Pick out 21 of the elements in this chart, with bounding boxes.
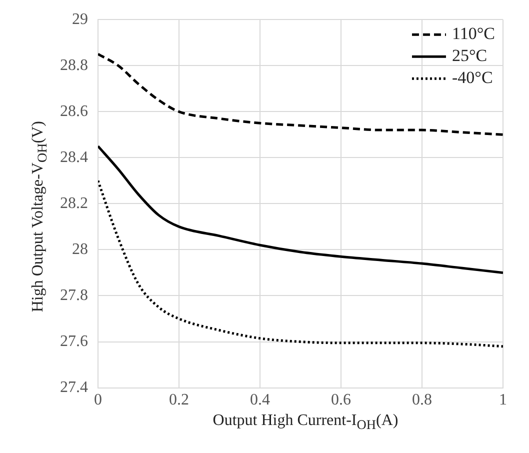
- y-tick-label: 29: [72, 10, 88, 28]
- x-tick-label: 0: [94, 392, 102, 409]
- y-tick-label: 27.6: [60, 332, 88, 350]
- legend-label: 25°C: [452, 46, 488, 66]
- x-axis-title: Output High Current-I$_{OH}$(A): [212, 412, 400, 434]
- y-tick-label: 28.4: [60, 148, 88, 166]
- y-tick-label: 28.8: [60, 56, 88, 74]
- x-tick-label: 0.8: [412, 392, 432, 409]
- line-series: [98, 144, 503, 274]
- y-tick-label: 27.8: [60, 286, 88, 304]
- legend-label: -40°C: [452, 68, 493, 88]
- y-tick-label: 28.6: [60, 102, 88, 120]
- x-tick-label: 0.2: [169, 392, 189, 409]
- line-series: [98, 179, 503, 348]
- legend-label: 110°C: [452, 24, 496, 44]
- y-tick-label: 27.4: [60, 379, 88, 396]
- x-tick-label: 0.6: [331, 392, 351, 409]
- x-tick-label: 0.4: [250, 392, 270, 409]
- y-tick-label: 28: [72, 240, 88, 258]
- x-tick-label: 1: [499, 392, 507, 409]
- y-tick-label: 28.2: [60, 194, 88, 212]
